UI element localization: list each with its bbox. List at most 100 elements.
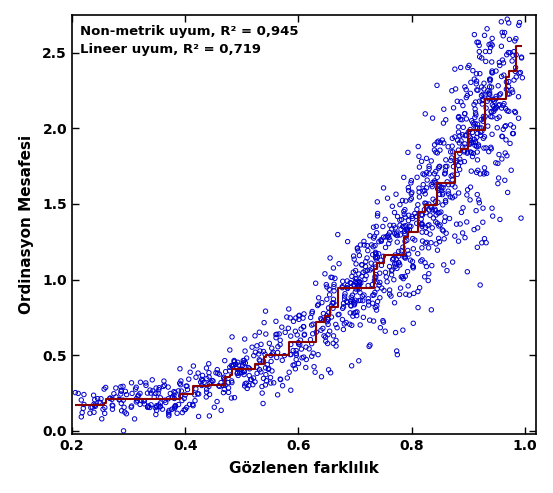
Point	[427, 157, 436, 165]
Point	[353, 308, 362, 316]
Point	[474, 38, 483, 46]
Point	[508, 51, 517, 59]
Point	[430, 146, 439, 154]
Point	[415, 163, 424, 171]
Point	[232, 365, 241, 373]
Point	[295, 316, 304, 323]
Point	[396, 231, 405, 239]
Point	[255, 356, 264, 364]
Point	[492, 67, 500, 75]
Point	[106, 394, 114, 402]
Point	[180, 394, 189, 402]
Point	[513, 6, 521, 14]
Point	[324, 320, 332, 328]
Point	[340, 292, 349, 300]
Point	[475, 53, 484, 61]
Point	[354, 270, 363, 278]
Point	[322, 312, 331, 319]
Point	[420, 206, 429, 213]
Point	[335, 260, 343, 268]
Point	[243, 385, 252, 392]
Point	[383, 194, 392, 202]
Point	[472, 142, 481, 150]
Point	[385, 229, 394, 237]
Point	[178, 396, 186, 404]
Point	[405, 291, 414, 299]
Point	[294, 312, 303, 320]
Point	[247, 376, 256, 384]
Point	[418, 211, 427, 219]
Point	[433, 185, 442, 193]
Point	[108, 402, 117, 410]
Point	[333, 324, 342, 332]
Point	[391, 329, 400, 337]
Point	[444, 181, 453, 189]
Point	[488, 35, 497, 42]
Point	[374, 281, 383, 289]
Point	[300, 330, 309, 338]
Point	[401, 222, 410, 230]
Point	[385, 290, 394, 298]
Point	[385, 221, 394, 229]
Point	[359, 291, 368, 299]
Point	[494, 3, 503, 11]
Point	[383, 232, 392, 240]
Point	[311, 368, 320, 376]
Point	[466, 137, 475, 144]
Point	[513, 3, 522, 11]
Point	[466, 89, 475, 97]
Point	[278, 356, 286, 364]
Point	[253, 342, 262, 350]
Point	[460, 110, 469, 118]
Point	[435, 182, 444, 190]
Point	[441, 163, 450, 171]
Point	[497, 72, 506, 80]
Point	[462, 218, 471, 226]
Point	[286, 351, 295, 358]
Point	[177, 387, 186, 395]
Point	[90, 400, 98, 408]
Point	[142, 382, 150, 389]
Point	[479, 85, 488, 93]
Point	[431, 207, 440, 214]
Point	[74, 389, 82, 397]
Point	[393, 238, 401, 246]
Point	[230, 394, 239, 402]
Point	[292, 351, 301, 359]
Point	[509, 76, 518, 84]
Point	[384, 240, 393, 247]
Point	[487, 6, 496, 14]
Point	[395, 216, 404, 224]
Point	[174, 387, 183, 395]
Point	[454, 162, 463, 170]
Point	[349, 309, 358, 317]
Point	[499, 32, 508, 40]
Point	[296, 325, 305, 333]
Point	[455, 166, 464, 174]
Point	[372, 250, 380, 258]
Point	[423, 176, 432, 184]
Point	[86, 404, 95, 412]
Point	[431, 148, 440, 156]
Point	[393, 351, 402, 358]
Point	[242, 354, 251, 362]
Point	[295, 341, 304, 349]
Point	[485, 83, 494, 91]
Point	[500, 176, 509, 184]
Point	[152, 406, 161, 414]
Point	[403, 236, 411, 244]
Point	[401, 290, 410, 298]
Y-axis label: Ordinasyon Mesafesi: Ordinasyon Mesafesi	[19, 135, 34, 314]
Point	[441, 198, 450, 206]
Point	[202, 388, 211, 396]
Point	[301, 343, 310, 351]
Point	[497, 18, 505, 26]
Point	[376, 324, 385, 332]
Point	[333, 311, 342, 318]
Point	[400, 206, 409, 213]
Point	[343, 298, 352, 306]
Point	[328, 299, 337, 307]
Point	[132, 398, 141, 406]
Point	[98, 405, 107, 413]
Point	[408, 258, 417, 266]
